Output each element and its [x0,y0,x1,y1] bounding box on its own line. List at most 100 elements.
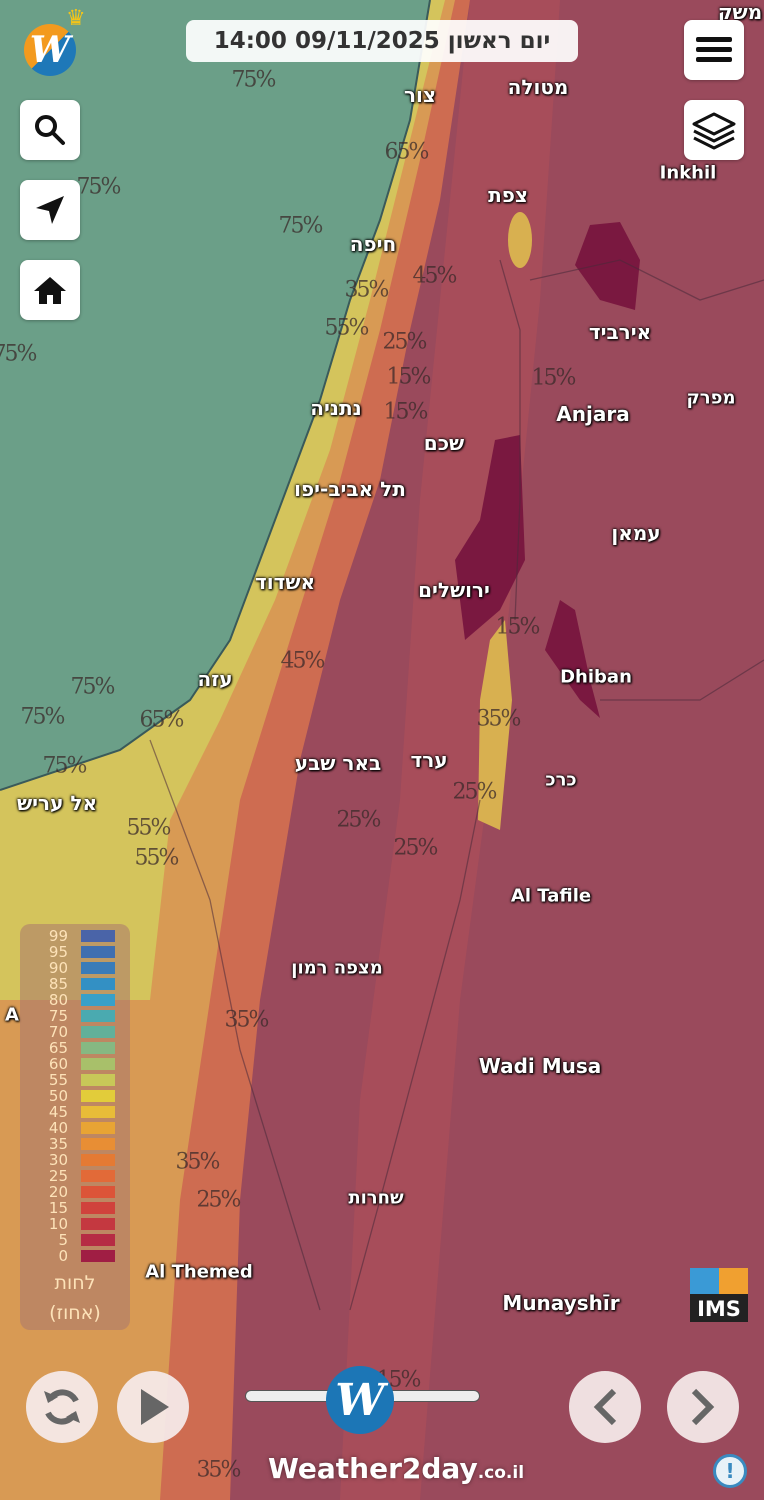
legend-swatch [81,994,115,1006]
contour-label: 75% [231,67,277,93]
city-label: Wadi Musa [478,1054,602,1078]
contour-label: 35% [224,1007,270,1033]
legend-step: 35 [20,1136,130,1152]
crown-icon[interactable]: ♛ [66,6,86,31]
legend-swatch [81,1186,115,1198]
legend-step: 45 [20,1104,130,1120]
legend-swatch [81,930,115,942]
next-button[interactable] [667,1371,739,1443]
legend-step: 50 [20,1088,130,1104]
legend-step: 95 [20,944,130,960]
legend-swatch [81,1106,115,1118]
search-button[interactable] [20,100,80,160]
legend-value: 85 [48,975,68,993]
refresh-button[interactable] [26,1371,98,1443]
play-button[interactable] [117,1371,189,1443]
contour-label: 55% [324,315,370,341]
contour-label: 15% [386,364,432,390]
city-label: כרכ [545,769,577,791]
city-label: עזה [197,667,233,691]
menu-button[interactable] [684,20,744,80]
chevron-right-icon [691,1388,715,1426]
city-label: אשדוד [254,570,316,594]
city-label: תל אביב-יפו [294,477,406,501]
legend-swatch [81,1234,115,1246]
city-label: מצפה רמון [291,957,383,979]
contour-label: 75% [42,753,88,779]
city-label: Al Themed [145,1261,253,1283]
legend-value: 80 [48,991,68,1009]
city-label: אל עריש [16,791,98,815]
legend-swatch [81,1058,115,1070]
legend-step: 10 [20,1216,130,1232]
city-label: חיפה [349,232,397,256]
legend-value: 10 [48,1215,68,1233]
contour-label: 15% [495,614,541,640]
legend-step: 30 [20,1152,130,1168]
city-label: ירושלים [418,578,490,602]
legend-step: 70 [20,1024,130,1040]
legend-step: 0 [20,1248,130,1264]
info-button[interactable]: ! [713,1454,747,1488]
legend-step: 20 [20,1184,130,1200]
legend-swatch [81,1138,115,1150]
legend-swatch [81,1122,115,1134]
brand-logo[interactable]: Weather2day.co.il [268,1452,525,1485]
navigation-arrow-icon [36,196,64,224]
legend-step: 55 [20,1072,130,1088]
legend-swatch [81,1026,115,1038]
legend-swatch [81,978,115,990]
contour-label: 75% [70,674,116,700]
legend-value: 20 [48,1183,68,1201]
contour-label: 75% [76,174,122,200]
timeline-slider-handle[interactable]: W [326,1366,394,1434]
search-icon [35,115,65,145]
contour-label: 25% [382,329,428,355]
legend-value: 65 [48,1039,68,1057]
contour-label: 55% [126,815,172,841]
city-label: Inkhil [659,162,717,184]
legend-value: 40 [48,1119,68,1137]
home-button[interactable] [20,260,80,320]
legend-step: 75 [20,1008,130,1024]
legend-value: 55 [48,1071,68,1089]
city-label: צור [404,83,436,107]
legend-value: 99 [48,927,68,945]
city-label: אירביד [588,320,652,344]
legend-unit: (אחוז) [49,1302,101,1324]
legend-value: 15 [48,1199,68,1217]
locate-button[interactable] [20,180,80,240]
layers-button[interactable] [684,100,744,160]
city-label: שחרות [348,1187,404,1209]
legend-swatch [81,1218,115,1230]
legend-value: 25 [48,1167,68,1185]
contour-label: 35% [196,1457,242,1483]
refresh-icon [44,1389,80,1425]
previous-button[interactable] [569,1371,641,1443]
legend-swatch [81,1074,115,1086]
chevron-left-icon [593,1388,617,1426]
legend-value: 95 [48,943,68,961]
city-label: צפת [488,183,528,207]
contour-label: 25% [393,835,439,861]
forecast-datetime: יום ראשון 09/11/2025 14:00 [186,20,578,62]
legend-value: 35 [48,1135,68,1153]
menu-icon [696,37,732,62]
ims-logo[interactable]: IMS [690,1268,748,1322]
contour-label: 15% [531,365,577,391]
legend-swatch [81,946,115,958]
legend-value: 5 [58,1231,68,1249]
legend-step: 90 [20,960,130,976]
city-label: שכם [423,431,465,455]
layers-icon [692,112,736,150]
city-label: Al Tafile [510,885,592,907]
city-label: באר שבע [294,751,382,775]
city-label: מטולה [507,75,569,99]
contour-label: 35% [344,277,390,303]
contour-label: 65% [384,139,430,165]
legend-value: 30 [48,1151,68,1169]
svg-text:IMS: IMS [697,1297,741,1321]
weather2day-logo[interactable]: W [24,24,76,76]
contour-label: 75% [20,704,66,730]
